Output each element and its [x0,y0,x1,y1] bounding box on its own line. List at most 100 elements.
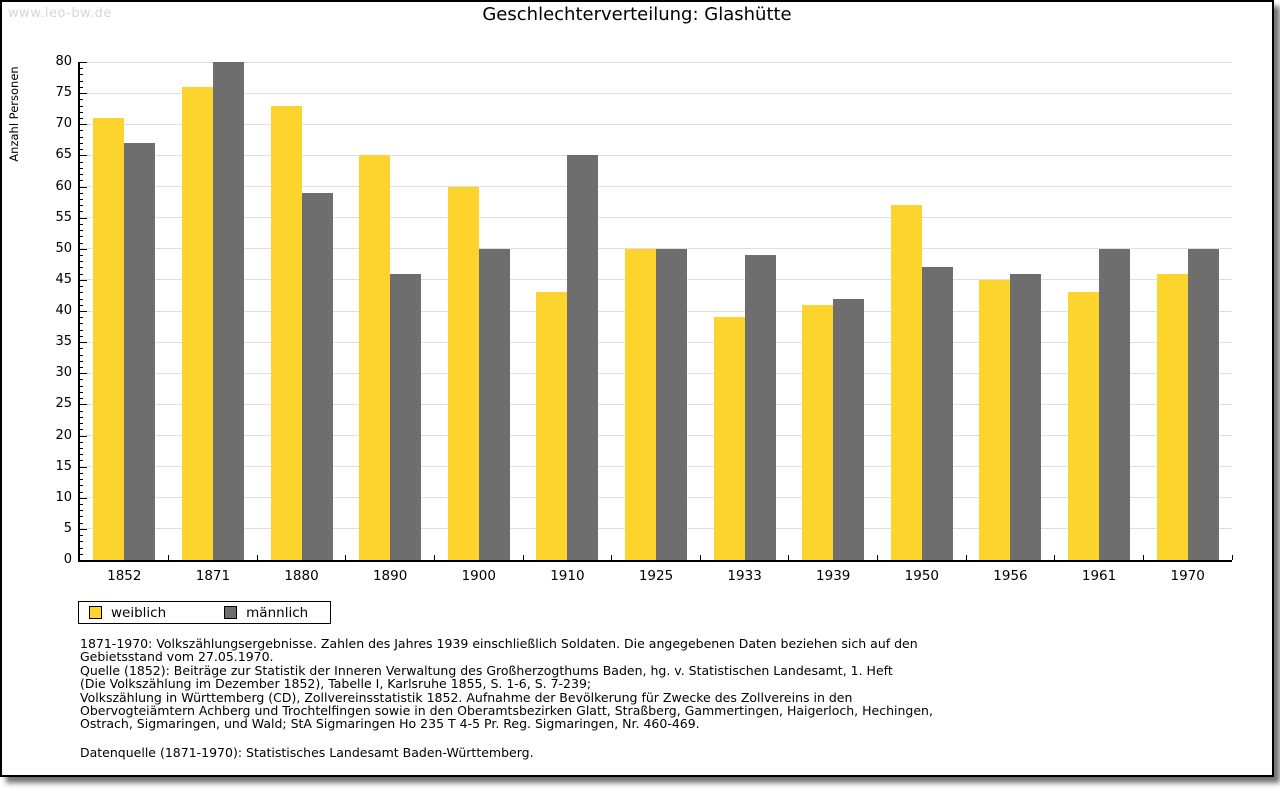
gridline-70 [80,123,1232,125]
y-minor-tick-23 [80,416,83,418]
gridline-65 [80,154,1232,156]
bar-männlich-1900 [478,248,510,560]
bar-weiblich-1900 [447,186,479,560]
gridline-55 [80,217,1232,219]
y-minor-tick-62 [80,174,83,176]
legend-swatch-weiblich [89,606,102,619]
y-major-tick-60 [80,186,87,188]
bar-weiblich-1970 [1156,273,1188,560]
bar-weiblich-1956 [979,279,1011,560]
y-minor-tick-47 [80,267,83,269]
y-tick-label-25: 25 [55,396,72,412]
y-minor-tick-76 [80,86,83,88]
x-tick-label-1880: 1880 [284,568,319,584]
y-minor-tick-78 [80,74,83,76]
y-minor-tick-58 [80,198,83,200]
y-minor-tick-13 [80,479,83,481]
y-tick-label-35: 35 [55,334,72,350]
y-minor-tick-43 [80,292,83,294]
y-minor-tick-36 [80,335,83,337]
y-minor-tick-64 [80,161,83,163]
x-tick-label-1852: 1852 [107,568,142,584]
y-minor-tick-9 [80,503,83,505]
chart-frame: www.leo-bw.de Geschlechterverteilung: Gl… [0,0,1274,777]
y-minor-tick-68 [80,136,83,138]
y-tick-label-75: 75 [55,85,72,101]
bar-männlich-1939 [833,298,865,560]
y-minor-tick-28 [80,385,83,387]
x-boundary-tick-9 [877,555,879,560]
bar-weiblich-1925 [625,248,656,560]
y-minor-tick-63 [80,167,83,169]
x-tick-label-1925: 1925 [638,568,674,584]
source-footnote: 1871-1970: Volkszählungsergebnisse. Zahl… [80,636,933,732]
y-minor-tick-12 [80,485,83,487]
bar-weiblich-1871 [181,86,213,560]
y-minor-tick-52 [80,236,83,238]
y-tick-label-60: 60 [55,178,72,194]
x-tick-label-1900: 1900 [461,568,496,584]
y-minor-tick-51 [80,242,83,244]
x-boundary-tick-13 [1231,555,1233,560]
y-major-tick-35 [80,342,87,344]
bar-männlich-1956 [1010,273,1042,560]
y-major-tick-55 [80,217,87,219]
y-minor-tick-4 [80,535,83,537]
y-tick-label-5: 5 [63,520,72,536]
y-minor-tick-2 [80,547,83,549]
bar-weiblich-1933 [713,317,745,560]
x-boundary-tick-12 [1142,555,1144,560]
y-tick-label-40: 40 [55,303,72,318]
y-tick-label-65: 65 [55,147,72,163]
bar-weiblich-1852 [93,118,125,560]
y-tick-label-80: 80 [55,54,72,69]
y-tick-label-0: 0 [63,552,72,567]
y-minor-tick-33 [80,354,83,356]
y-minor-tick-19 [80,441,83,443]
bar-männlich-1852 [124,142,156,560]
y-minor-tick-18 [80,447,83,449]
y-major-tick-40 [80,311,87,312]
y-minor-tick-59 [80,192,83,194]
y-minor-tick-34 [80,348,83,350]
x-boundary-tick-11 [1054,555,1056,560]
y-minor-tick-31 [80,367,83,369]
gridline-75 [80,92,1232,94]
y-tick-label-55: 55 [55,209,72,225]
y-major-tick-10 [80,497,87,499]
bar-männlich-1933 [744,254,776,560]
y-minor-tick-38 [80,323,83,325]
y-minor-tick-56 [80,211,83,213]
y-tick-label-20: 20 [55,427,72,443]
y-minor-tick-77 [80,80,83,82]
x-boundary-tick-5 [522,555,524,560]
y-minor-tick-26 [80,398,83,400]
y-major-tick-15 [80,466,87,468]
y-minor-tick-69 [80,130,83,132]
x-boundary-tick-1 [168,555,170,560]
legend-label-maennlich: männlich [246,604,309,621]
x-tick-label-1961: 1961 [1081,568,1117,584]
x-tick-label-1933: 1933 [727,568,762,584]
y-tick-label-30: 30 [55,365,72,381]
bar-männlich-1961 [1099,248,1131,560]
y-tick-label-70: 70 [55,116,72,132]
x-boundary-tick-3 [345,555,347,560]
y-minor-tick-27 [80,391,83,393]
y-major-tick-65 [80,155,87,157]
y-minor-tick-46 [80,273,83,275]
y-minor-tick-14 [80,472,83,474]
legend-swatch-maennlich [224,606,238,619]
chart-title: Geschlechterverteilung: Glashütte [482,4,792,25]
x-tick-label-1970: 1970 [1170,568,1205,584]
y-major-tick-25 [80,404,87,406]
y-minor-tick-22 [80,423,83,425]
y-minor-tick-54 [80,223,83,225]
x-tick-label-1871: 1871 [195,568,231,584]
bar-männlich-1910 [567,155,599,560]
y-minor-tick-57 [80,205,83,207]
y-minor-tick-41 [80,304,83,306]
bar-männlich-1890 [390,273,422,560]
plot-area: 1852 1871 1880 1890 1900 1910 1925 1933 1939 1950… [78,61,1233,584]
y-minor-tick-8 [80,510,83,512]
